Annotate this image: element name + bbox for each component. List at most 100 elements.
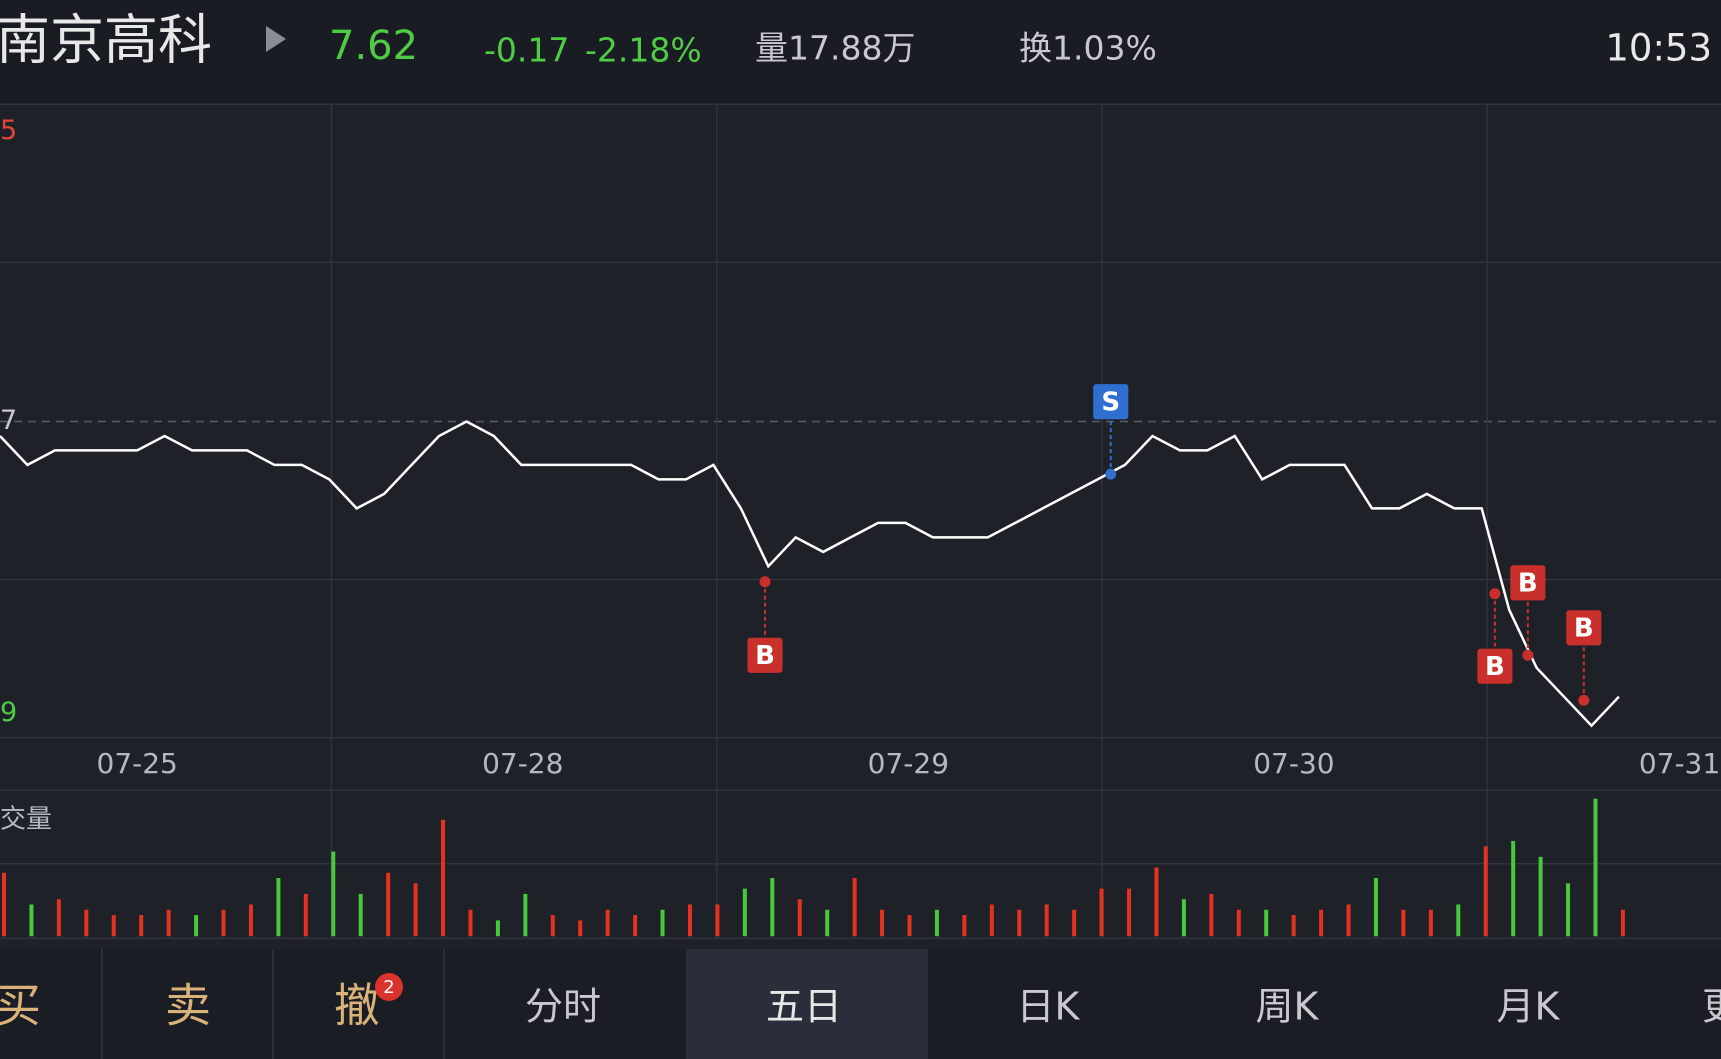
trade-dot	[1578, 694, 1590, 706]
trade-badge[interactable]	[1566, 610, 1602, 646]
trade-label[interactable]: B	[755, 641, 775, 671]
tab[interactable]: 买	[0, 979, 41, 1033]
volume-bar	[468, 909, 473, 937]
volume-bar	[1538, 856, 1543, 937]
volume-bar	[1072, 909, 1077, 937]
volume-bar	[852, 878, 857, 937]
volume-bar	[111, 915, 116, 937]
x-label: 07-29	[868, 747, 949, 780]
x-label: 07-31	[1639, 747, 1720, 780]
volume-bar	[358, 893, 363, 937]
trade-label[interactable]: S	[1101, 387, 1120, 417]
volume-title: 交量	[0, 805, 52, 835]
trade-dot	[1522, 649, 1534, 661]
volume-bar	[194, 915, 199, 937]
volume-bar	[1456, 904, 1461, 937]
y-label: 7	[0, 405, 17, 436]
volume-bar	[1291, 915, 1296, 937]
volume-bar	[139, 915, 144, 937]
volume-bar	[1127, 888, 1132, 937]
volume-bar	[1511, 840, 1516, 937]
x-label: 07-30	[1253, 747, 1334, 780]
volume-bar	[2, 872, 6, 937]
turnover: 换1.03%	[1019, 29, 1157, 68]
trade-badge[interactable]	[1477, 648, 1513, 684]
volume-bar	[825, 909, 830, 937]
volume-bar	[523, 893, 528, 937]
volume-bar	[331, 851, 336, 937]
volume-bar	[633, 915, 638, 937]
volume-bar	[770, 878, 775, 937]
volume-bar	[1236, 909, 1241, 937]
time: 10:53	[1605, 27, 1712, 70]
volume-bar	[1483, 846, 1488, 937]
trade-label[interactable]: B	[1574, 613, 1594, 643]
stock-name[interactable]: 南京高科	[0, 9, 212, 72]
tab-active-bg	[686, 949, 928, 1059]
tab[interactable]: 周K	[1256, 985, 1320, 1029]
volume-bar	[797, 899, 802, 937]
tab[interactable]: 日K	[1017, 985, 1081, 1029]
tab[interactable]: 分时	[525, 985, 601, 1029]
volume-bar	[687, 904, 692, 937]
price: 7.62	[329, 23, 418, 69]
volume-bar	[1154, 867, 1159, 937]
y-label: 5	[0, 115, 17, 146]
trade-badge[interactable]	[1510, 565, 1546, 601]
volume-bar	[660, 909, 665, 937]
volume-bar	[907, 915, 912, 937]
volume-bar	[1209, 893, 1214, 937]
volume-bar	[880, 909, 885, 937]
volume-bar	[1401, 909, 1406, 937]
volume-bar	[742, 888, 747, 937]
volume-bar	[276, 878, 281, 937]
volume-bar	[1017, 909, 1022, 937]
trade-dot	[1105, 468, 1117, 480]
tab[interactable]: 月K	[1497, 985, 1561, 1029]
trade-badge[interactable]	[1093, 384, 1129, 420]
y-label: 9	[0, 697, 17, 728]
chart-bg	[0, 104, 1721, 949]
volume-bar	[1319, 909, 1324, 937]
volume-bar	[1373, 878, 1378, 937]
trade-label[interactable]: B	[1518, 568, 1538, 598]
volume-bar	[495, 920, 500, 937]
volume-bar	[578, 920, 583, 937]
volume-bar	[962, 915, 967, 937]
volume-bar	[1428, 909, 1433, 937]
x-label: 07-25	[97, 747, 178, 780]
volume-bar	[441, 819, 446, 937]
badge-bg	[375, 973, 403, 1001]
volume-bar	[934, 909, 939, 937]
volume: 量17.88万	[755, 29, 915, 68]
volume-bar	[550, 915, 555, 937]
volume-bar	[605, 909, 610, 937]
volume-bar	[1044, 904, 1049, 937]
tab[interactable]: 撤	[334, 979, 380, 1033]
tab[interactable]: 更	[1702, 985, 1721, 1029]
volume-bar	[1181, 899, 1186, 937]
volume-bar	[1593, 798, 1598, 937]
trade-dot	[759, 576, 771, 588]
trade-dot	[1489, 588, 1501, 600]
volume-bar	[1346, 904, 1351, 937]
volume-bar	[248, 904, 253, 937]
trade-badge[interactable]	[747, 637, 783, 673]
volume-bar	[1264, 909, 1269, 937]
volume-bar	[56, 899, 61, 937]
volume-bar	[166, 909, 171, 937]
tab[interactable]: 卖	[165, 979, 211, 1033]
volume-bar	[413, 883, 418, 937]
volume-bar	[84, 909, 89, 937]
volume-bar	[1099, 888, 1104, 937]
tab[interactable]: 五日	[766, 985, 842, 1029]
trade-label[interactable]: B	[1485, 652, 1505, 682]
volume-bar	[386, 872, 391, 937]
volume-bar	[221, 909, 226, 937]
expand-arrow[interactable]	[266, 26, 286, 52]
badge: 2	[383, 977, 394, 998]
volume-bar	[303, 893, 308, 937]
change-pct: -2.18%	[585, 31, 702, 70]
